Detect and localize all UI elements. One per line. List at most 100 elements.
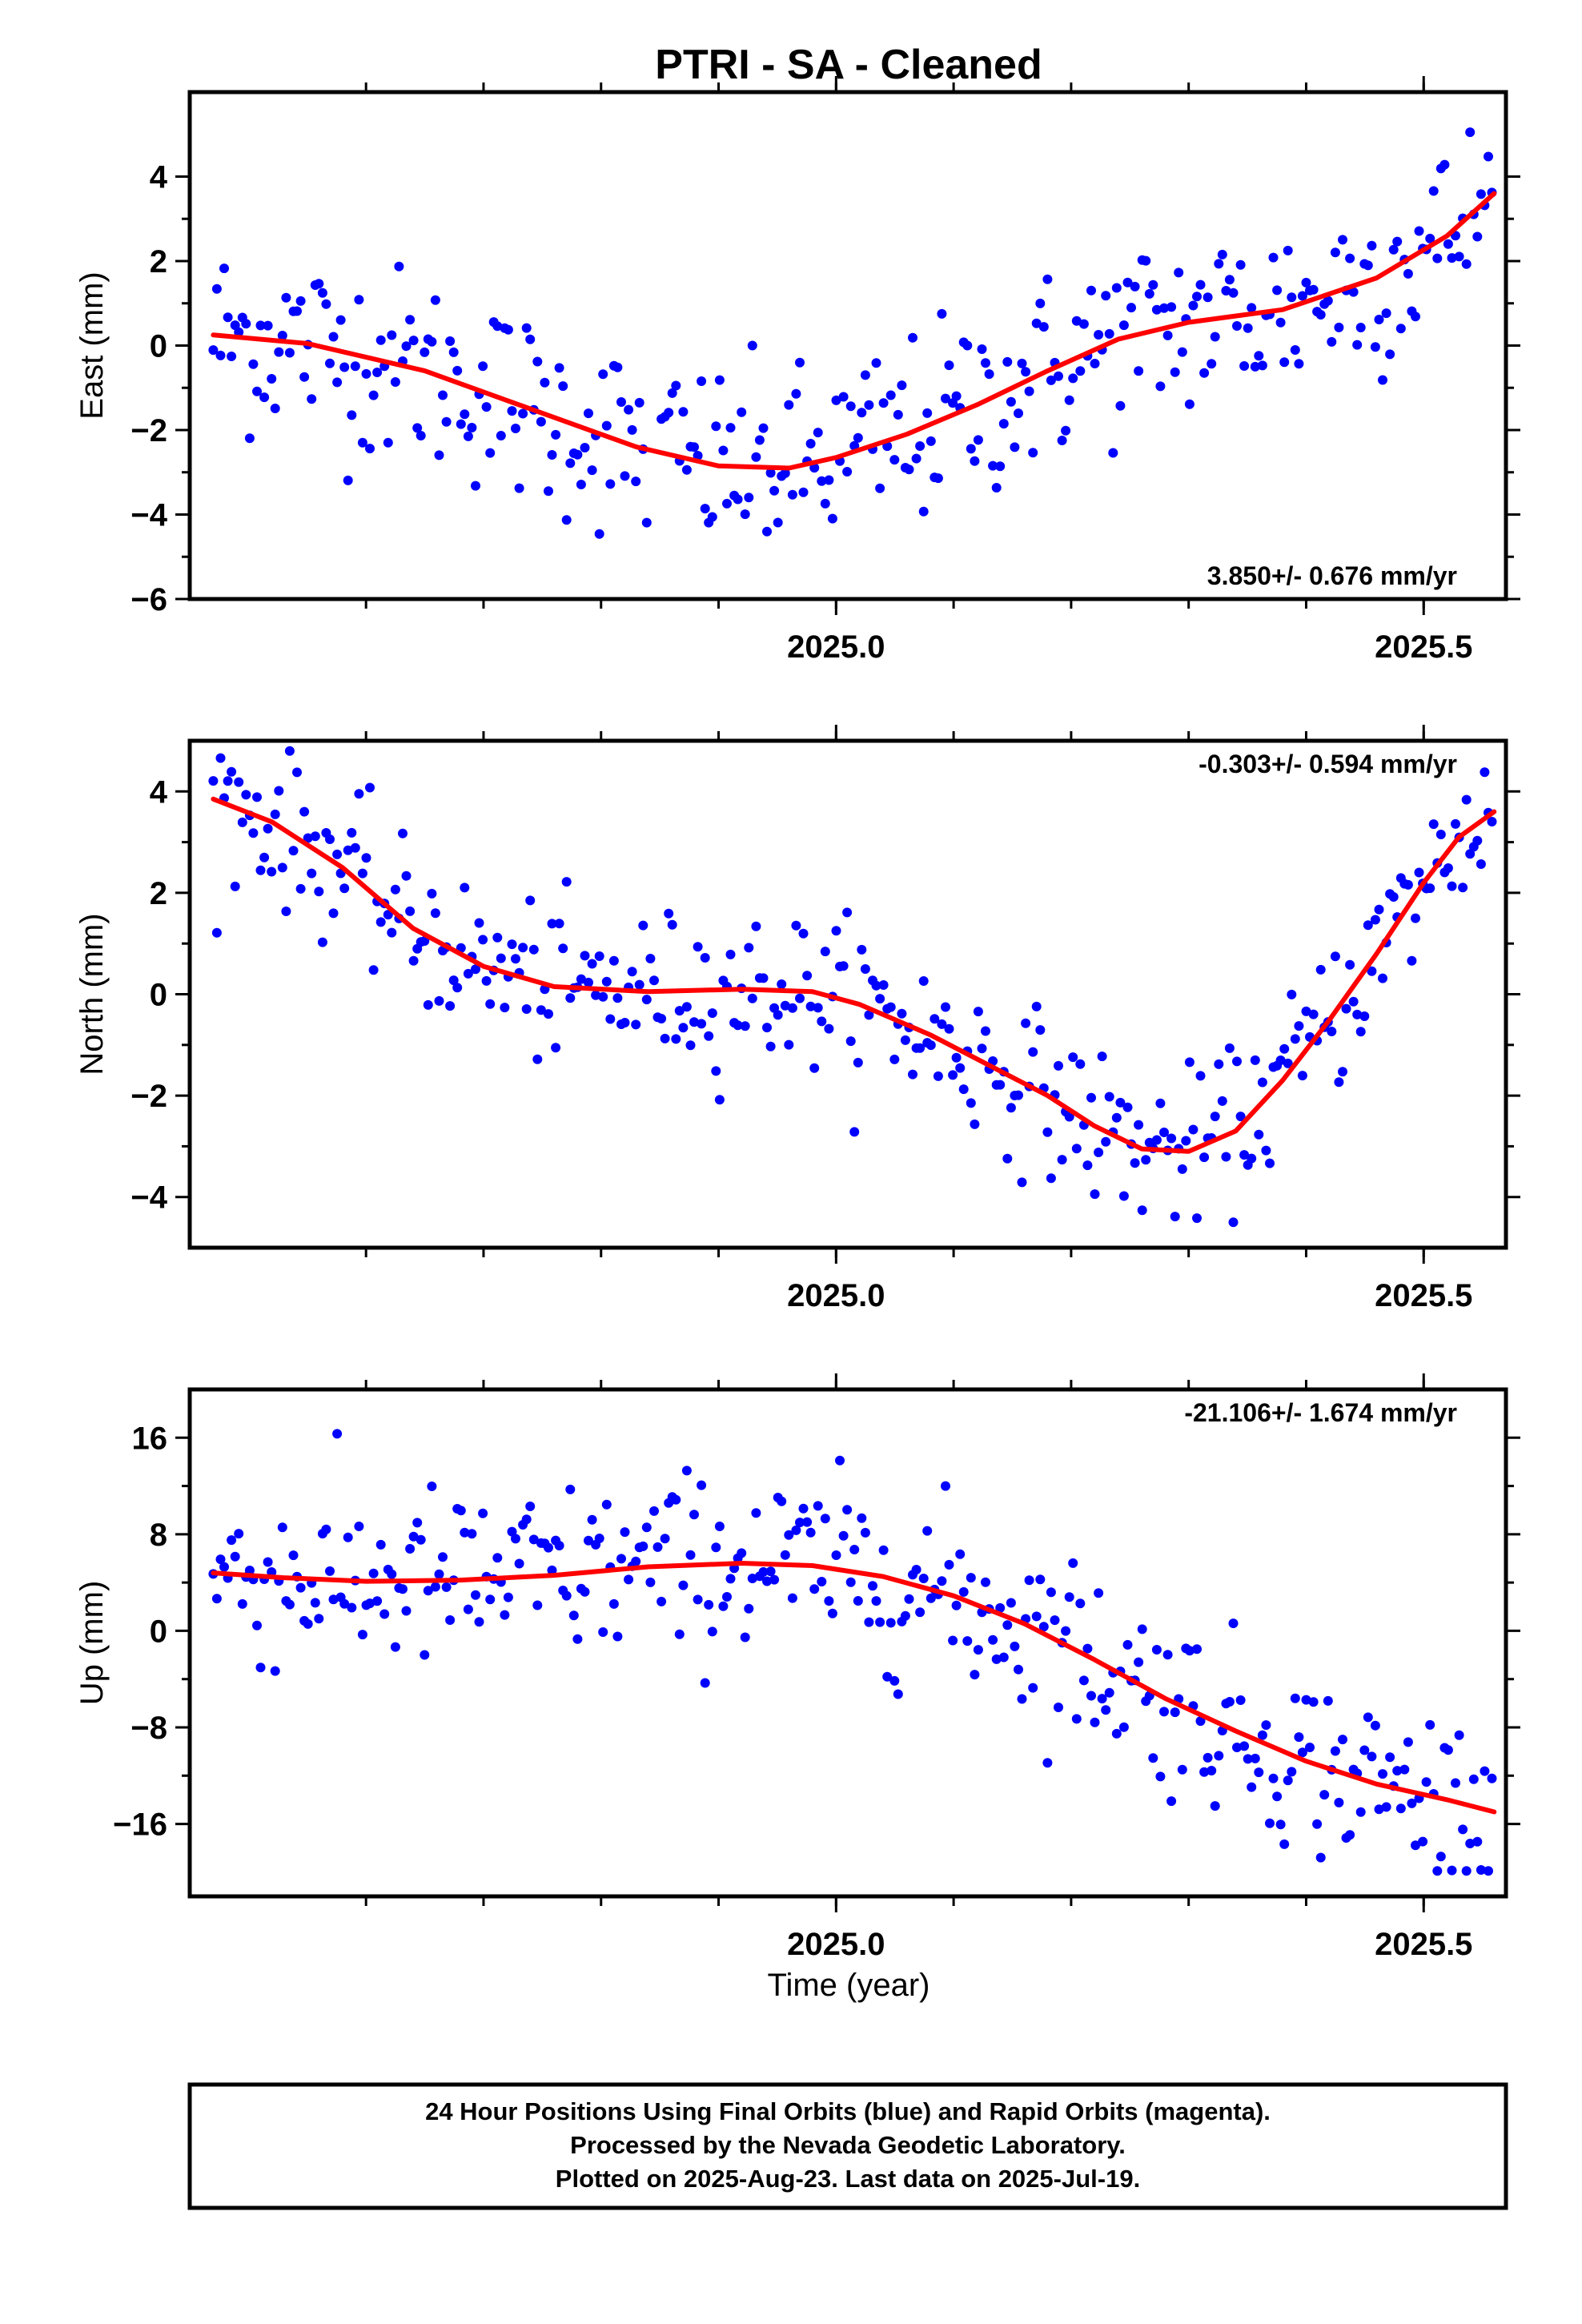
data-point [915,1607,926,1618]
data-point [405,906,416,916]
data-point [536,1005,546,1015]
data-point [328,908,339,919]
data-point [408,1531,419,1542]
data-point [780,1550,790,1560]
data-point [1308,1697,1319,1707]
data-point [758,423,769,433]
data-point [1035,1025,1046,1035]
data-point [1170,1212,1180,1222]
data-point [1195,279,1206,290]
data-point [1014,1090,1023,1100]
data-point [918,1574,929,1583]
data-point [572,449,583,460]
data-point [660,1033,670,1043]
data-point [1432,253,1443,263]
data-point [791,1525,801,1535]
data-point [1232,1056,1242,1067]
data-point [857,408,867,418]
x-axis-label: Time (year) [768,1968,930,2003]
data-point [758,973,769,983]
data-point [1031,318,1042,328]
data-point [627,967,637,977]
data-point [561,1590,572,1601]
data-point [252,386,262,396]
data-point [641,517,652,528]
data-point [1214,1059,1224,1069]
data-point [467,423,477,432]
data-point [332,1429,343,1439]
data-point [805,1527,816,1538]
data-point [751,921,761,931]
data-point [1487,1773,1497,1783]
data-point [1104,1687,1114,1698]
data-point [420,347,430,357]
data-point [1042,1758,1053,1768]
data-point [1472,1836,1483,1847]
data-point [1017,1177,1027,1188]
data-point [227,352,237,361]
data-point [1348,996,1359,1007]
data-point [299,372,310,382]
data-point [416,431,426,440]
data-point [751,452,761,462]
data-point [307,868,317,879]
data-point [547,1565,557,1575]
data-point [485,999,496,1009]
data-point [908,332,917,343]
data-point [1170,1707,1180,1718]
data-point [1115,1097,1126,1108]
data-point [991,1654,1002,1664]
data-point [438,390,448,400]
data-point [802,1517,813,1527]
data-point [401,1606,412,1616]
data-point [1232,1743,1242,1752]
data-point [284,348,295,358]
data-point [831,926,841,936]
data-point [1428,819,1439,830]
data-point [718,1601,729,1611]
data-point [525,895,536,906]
data-point [860,964,870,974]
data-point [230,881,240,891]
data-point [1381,1802,1391,1812]
y-tick-label: 2 [150,876,167,911]
data-point [423,1586,433,1596]
data-point [1090,1189,1100,1200]
data-point [208,345,219,356]
data-point [215,1554,226,1565]
data-point [478,935,488,945]
data-point [1355,1027,1366,1037]
data-point [1352,1009,1363,1019]
y-tick-label: 0 [150,329,167,364]
data-point [521,1514,532,1525]
data-point [966,1098,976,1108]
data-point [941,1002,950,1012]
data-point [667,919,677,930]
data-point [1443,239,1453,249]
data-point [598,991,608,1002]
data-point [1078,1675,1089,1686]
data-point [1064,395,1074,405]
data-point [970,456,980,466]
x-tick-label: 2025.0 [787,629,885,665]
panel-east: 2025.0 2025.5 4 2 0 −2 −4 −6 East (mm) 3.850+/- 0… [74,76,1520,665]
data-point [270,809,280,819]
data-point [445,1001,456,1011]
data-point [427,888,437,899]
data-point [1082,1160,1093,1171]
data-point [554,363,564,373]
data-point [802,971,813,981]
data-point [1002,1153,1013,1164]
data-point [711,1542,721,1553]
data-point [1166,302,1177,312]
data-point [1378,1769,1387,1779]
plot-frame [187,1387,1508,1899]
data-point [991,483,1002,493]
data-point [434,1569,444,1579]
data-point [689,1510,699,1520]
data-point [492,932,503,943]
data-point [1370,1720,1380,1731]
data-point [1355,323,1366,332]
data-point [798,928,809,939]
data-point [343,1532,353,1542]
